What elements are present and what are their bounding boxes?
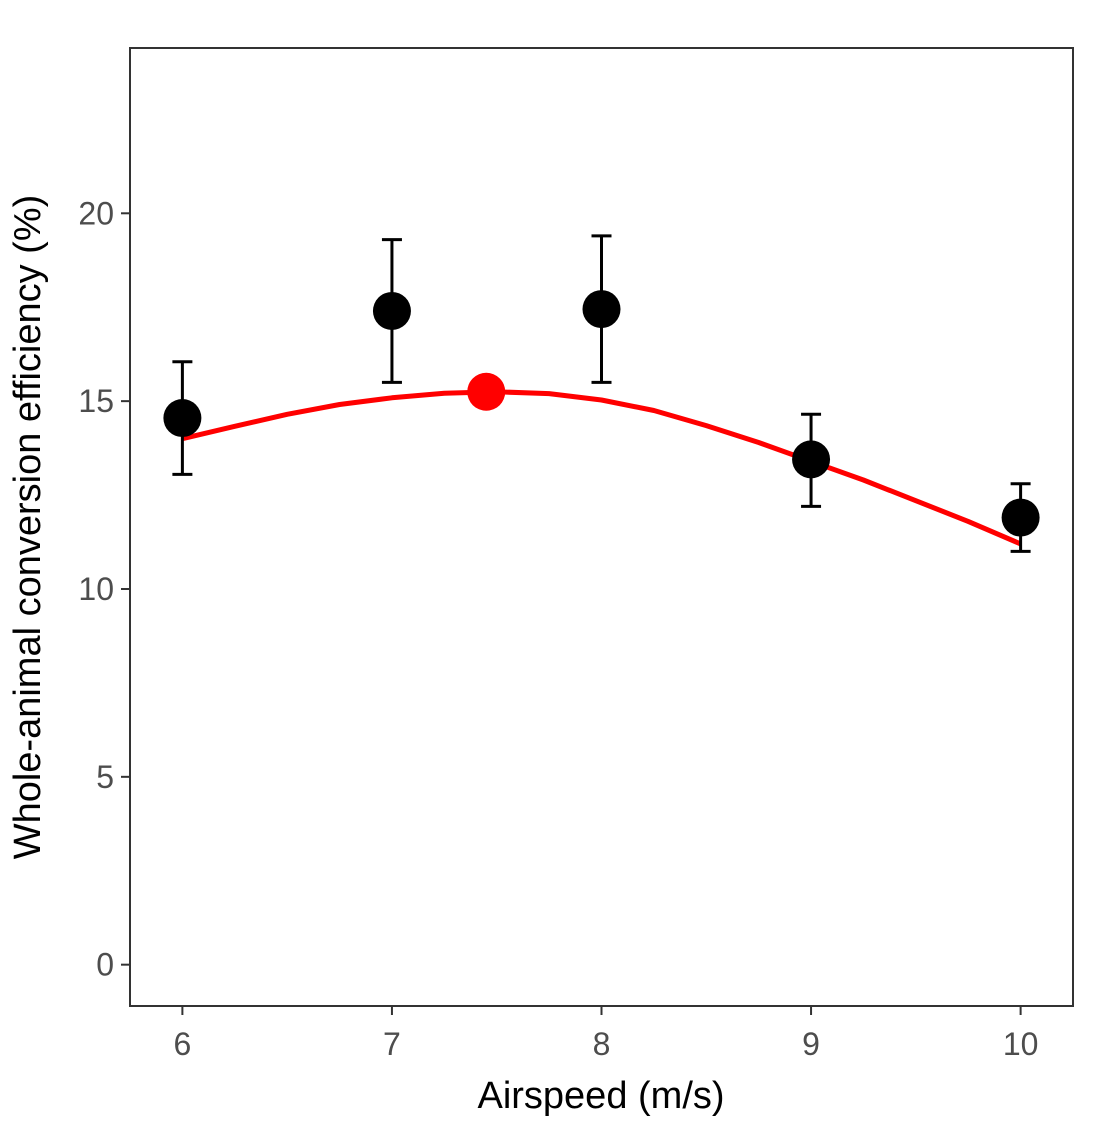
optimum-layer: [467, 372, 506, 411]
x-tick-label: 10: [1003, 1026, 1039, 1062]
x-axis-title: Airspeed (m/s): [477, 1075, 724, 1117]
data-points-layer: [163, 290, 1040, 537]
y-tick-label: 15: [78, 383, 114, 419]
fit-curve-layer: [181, 389, 1022, 547]
y-axis: 0 5 10 15 20: [78, 195, 130, 983]
data-point: [582, 290, 621, 329]
plot-panel-border: [129, 47, 1074, 1007]
data-point: [163, 399, 202, 438]
y-tick-label: 10: [78, 571, 114, 607]
y-axis-title: Whole-animal conversion efficiency (%): [7, 195, 49, 860]
y-tick-label: 5: [96, 759, 114, 795]
x-tick-label: 6: [173, 1026, 191, 1062]
x-tick-label: 7: [383, 1026, 401, 1062]
optimum-point: [467, 372, 506, 411]
data-point: [1001, 498, 1040, 537]
data-point: [792, 440, 831, 479]
y-tick-label: 20: [78, 195, 114, 231]
fit-curve: [181, 389, 1022, 547]
x-tick-label: 8: [593, 1026, 611, 1062]
y-tick-label: 0: [96, 947, 114, 983]
error-bars-layer: [172, 234, 1031, 553]
x-tick-label: 9: [802, 1026, 820, 1062]
x-axis: 6 7 8 9 10: [173, 1006, 1038, 1062]
data-point: [372, 291, 411, 330]
